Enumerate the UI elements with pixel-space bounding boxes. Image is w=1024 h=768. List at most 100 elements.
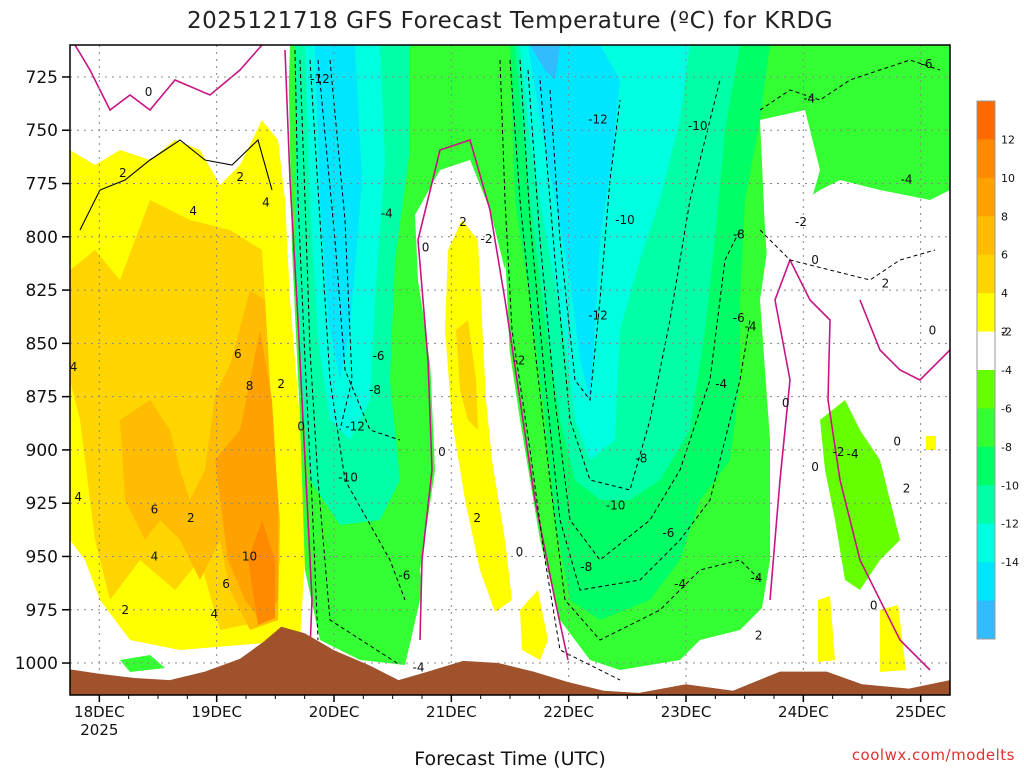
contour-label: 0 (870, 598, 878, 612)
contour-label: -2 (513, 353, 525, 367)
contour-label: -4 (750, 571, 762, 585)
colorbar-label: -8 (1001, 441, 1012, 454)
contour-minus12-east (549, 89, 621, 402)
x-tick-label: 19DEC (191, 703, 242, 721)
contour-minus10-a (329, 59, 353, 431)
contour-label: 6 (234, 347, 242, 361)
contour-label: 4 (151, 549, 159, 563)
contour-label: -6 (373, 349, 385, 363)
contour-minus4-ne (759, 59, 941, 111)
contour-label: 4 (210, 607, 218, 621)
region-yellow-low-mid (520, 590, 548, 660)
region-cool-blue (315, 45, 362, 380)
colorbar-swatch (977, 139, 995, 179)
contour-label: -2 (833, 445, 845, 459)
contour-zero-mid-left (417, 138, 569, 661)
colorbar-label: -12 (1001, 518, 1019, 531)
contour-label: 4 (189, 204, 197, 218)
region-white-top-west (70, 45, 290, 130)
contour-label: 2 (187, 511, 195, 525)
colorbar-swatch (977, 177, 995, 217)
colorbar-swatch (977, 485, 995, 525)
contour-label: 0 (438, 445, 446, 459)
contour-label: -10 (606, 498, 626, 512)
x-axis-label: Forecast Time (UTC) (414, 748, 605, 768)
region-yellow-mid (445, 220, 512, 612)
contour-lines (74, 45, 950, 681)
colorbar-swatch (977, 446, 995, 486)
contour-label: -4 (803, 91, 815, 105)
x-tick-label: 18DEC (74, 703, 125, 721)
contour-label: 2 (236, 170, 244, 184)
contour-minus8-east (527, 69, 741, 561)
contour-minus2-east (499, 59, 621, 681)
colorbar-swatch (977, 216, 995, 256)
contour-two-west (79, 138, 273, 231)
y-tick-label: 950 (26, 547, 58, 567)
x-tick-label: 21DEC (426, 703, 477, 721)
colorbar-swatch (977, 331, 995, 371)
y-tick-label: 850 (26, 334, 58, 354)
x-tick-label: 23DEC (661, 703, 712, 721)
contour-label: -12 (588, 113, 608, 127)
contour-label: 2 (277, 377, 285, 391)
x-tick-label: 20DEC (309, 703, 360, 721)
contour-label: -12 (310, 72, 330, 86)
y-tick-label: 750 (26, 121, 58, 141)
region-orange-mid (456, 320, 478, 430)
contour-label: 2 (473, 511, 481, 525)
colorbar-label: 6 (1001, 249, 1008, 262)
contour-zero-west (74, 45, 263, 112)
contour-label: 10 (242, 549, 257, 563)
chart-title: 2025121718 GFS Forecast Temperature (ºC)… (187, 8, 833, 34)
contour-label: 4 (74, 490, 82, 504)
colorbar-swatch (977, 101, 995, 140)
contour-label: 6 (151, 503, 159, 517)
contour-label: -4 (381, 206, 393, 220)
colorbar-label: -4 (1001, 364, 1012, 377)
contour-label: 2 (459, 215, 467, 229)
y-tick-label: 800 (26, 228, 58, 248)
contour-label: -6 (662, 526, 674, 540)
contour-label: 2 (119, 166, 127, 180)
region-yellow-patch-1 (818, 596, 835, 662)
contour-label: 0 (782, 396, 790, 410)
y-tick-label: 1000 (15, 654, 58, 674)
colorbar-label: 10 (1001, 172, 1015, 185)
contour-zero-east (769, 258, 931, 671)
contour-label: 2 (121, 603, 129, 617)
region-yellow-patch-2 (880, 605, 906, 672)
x-tick-label: 25DEC (895, 703, 946, 721)
y-tick-label: 825 (26, 281, 58, 301)
contour-label: 2 (903, 481, 911, 495)
colorbar-label: 8 (1001, 210, 1008, 223)
contour-label: 0 (297, 419, 305, 433)
colorbar-label: -6 (1001, 402, 1012, 415)
contour-label: 4 (70, 360, 78, 374)
colorbar-swatch (977, 408, 995, 448)
x-tick-label: 22DEC (543, 703, 594, 721)
contour-label: -4 (674, 577, 686, 591)
contour-label: 0 (893, 434, 901, 448)
contour-minus2-ne (759, 229, 936, 281)
colorbar-label: -10 (1001, 479, 1019, 492)
region-green-patch-east (820, 400, 900, 590)
y-tick-label: 925 (26, 494, 58, 514)
terrain-surface (70, 626, 950, 695)
credit-link[interactable]: coolwx.com/modelts (852, 746, 1015, 764)
colorbar-swatch (977, 370, 995, 409)
contour-minus2-front (294, 49, 319, 641)
colorbar-label: 12 (1001, 133, 1015, 146)
colorbar-swatch (977, 523, 995, 563)
x-tick-label: 24DEC (778, 703, 829, 721)
y-tick-label: 725 (26, 68, 58, 88)
colorbar-frame (976, 100, 996, 640)
region-green-small-west (120, 655, 165, 672)
contour-label: -4 (847, 447, 859, 461)
contour-label: 2 (882, 277, 890, 291)
contour-label: -2 (795, 215, 807, 229)
